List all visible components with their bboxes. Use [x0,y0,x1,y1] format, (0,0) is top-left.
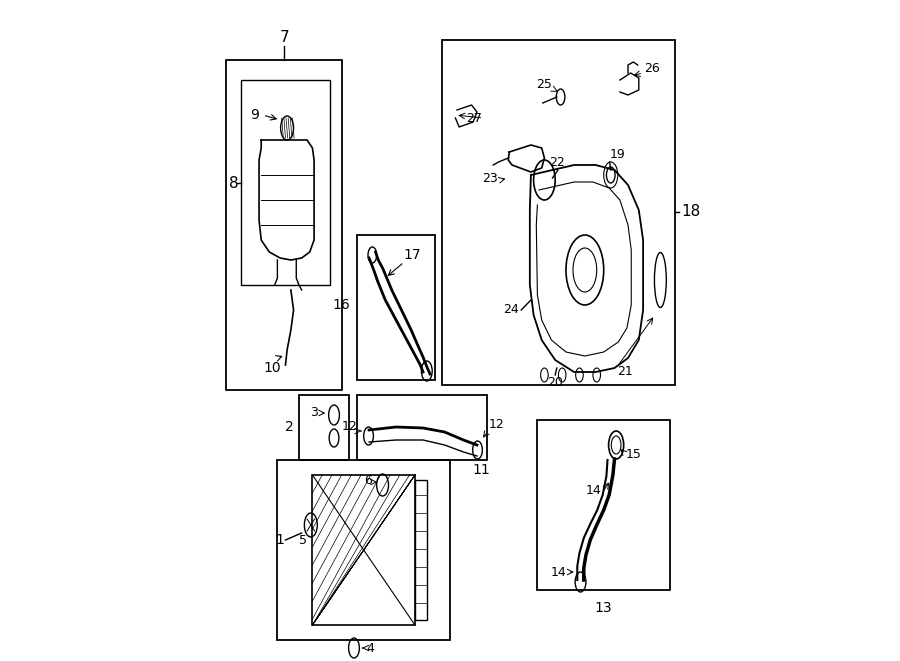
Text: 14: 14 [550,566,566,578]
Text: 4: 4 [366,641,374,654]
Text: 18: 18 [681,204,700,219]
Text: 12: 12 [341,420,357,434]
Bar [299,395,348,460]
Text: 22: 22 [549,157,564,169]
Bar [357,235,436,380]
Text: 5: 5 [299,533,307,547]
Bar [277,460,450,640]
Text: 11: 11 [472,463,490,477]
Ellipse shape [608,431,624,459]
Bar [537,420,670,590]
Bar [312,475,415,625]
Text: 7: 7 [280,30,289,46]
Text: 23: 23 [482,171,498,184]
Text: 20: 20 [547,375,563,389]
Text: 8: 8 [230,176,239,190]
Text: 21: 21 [617,366,633,379]
Text: 27: 27 [466,112,482,124]
Bar [442,40,676,385]
Bar [240,80,330,285]
Text: 3: 3 [310,407,319,420]
Text: 13: 13 [595,601,613,615]
Text: 6: 6 [364,473,372,486]
Text: 1: 1 [275,533,284,547]
Text: 19: 19 [609,149,626,161]
Bar [357,395,487,460]
Text: 25: 25 [536,79,553,91]
Text: 26: 26 [644,61,660,75]
Text: 12: 12 [489,418,504,432]
Bar [415,480,427,620]
Text: 16: 16 [332,298,350,312]
Text: 9: 9 [249,108,258,122]
Text: 10: 10 [263,361,281,375]
Text: 2: 2 [284,420,293,434]
Bar [226,60,342,390]
Text: 14: 14 [585,483,601,496]
Text: 24: 24 [503,303,519,317]
Text: 15: 15 [626,449,641,461]
Text: 17: 17 [403,248,421,262]
